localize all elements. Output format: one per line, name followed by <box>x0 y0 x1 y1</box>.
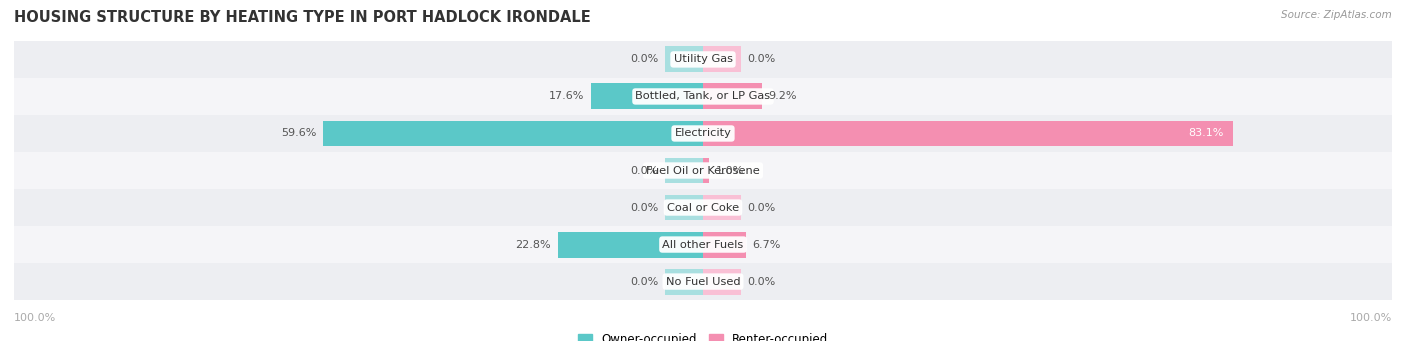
Text: 9.2%: 9.2% <box>768 91 797 102</box>
Bar <box>703 269 741 295</box>
Text: 100.0%: 100.0% <box>14 313 56 323</box>
Bar <box>703 84 762 109</box>
Text: 0.0%: 0.0% <box>630 165 658 176</box>
Text: 0.0%: 0.0% <box>748 277 776 286</box>
Bar <box>665 269 703 295</box>
Text: 83.1%: 83.1% <box>1188 129 1223 138</box>
Bar <box>323 120 703 146</box>
Bar <box>14 115 1392 152</box>
Bar <box>665 158 703 183</box>
Bar <box>665 46 703 72</box>
Text: 0.0%: 0.0% <box>630 277 658 286</box>
Text: 6.7%: 6.7% <box>752 239 780 250</box>
Text: 0.0%: 0.0% <box>630 203 658 212</box>
Text: No Fuel Used: No Fuel Used <box>665 277 741 286</box>
Bar <box>14 263 1392 300</box>
Legend: Owner-occupied, Renter-occupied: Owner-occupied, Renter-occupied <box>572 329 834 341</box>
Bar <box>14 226 1392 263</box>
Bar <box>703 120 1233 146</box>
Text: 17.6%: 17.6% <box>548 91 585 102</box>
Bar <box>14 78 1392 115</box>
Bar <box>665 195 703 221</box>
Text: Bottled, Tank, or LP Gas: Bottled, Tank, or LP Gas <box>636 91 770 102</box>
Text: Source: ZipAtlas.com: Source: ZipAtlas.com <box>1281 10 1392 20</box>
Bar <box>14 189 1392 226</box>
Text: 0.0%: 0.0% <box>630 55 658 64</box>
Text: Utility Gas: Utility Gas <box>673 55 733 64</box>
Bar <box>14 152 1392 189</box>
Text: 100.0%: 100.0% <box>1350 313 1392 323</box>
Bar <box>591 84 703 109</box>
Bar <box>14 41 1392 78</box>
Bar <box>558 232 703 257</box>
Bar <box>703 232 745 257</box>
Text: 22.8%: 22.8% <box>516 239 551 250</box>
Text: Coal or Coke: Coal or Coke <box>666 203 740 212</box>
Text: Electricity: Electricity <box>675 129 731 138</box>
Text: All other Fuels: All other Fuels <box>662 239 744 250</box>
Bar <box>703 158 710 183</box>
Bar <box>703 195 741 221</box>
Text: Fuel Oil or Kerosene: Fuel Oil or Kerosene <box>647 165 759 176</box>
Text: HOUSING STRUCTURE BY HEATING TYPE IN PORT HADLOCK IRONDALE: HOUSING STRUCTURE BY HEATING TYPE IN POR… <box>14 10 591 25</box>
Text: 1.0%: 1.0% <box>716 165 744 176</box>
Text: 0.0%: 0.0% <box>748 55 776 64</box>
Bar <box>703 46 741 72</box>
Text: 59.6%: 59.6% <box>281 129 316 138</box>
Text: 0.0%: 0.0% <box>748 203 776 212</box>
